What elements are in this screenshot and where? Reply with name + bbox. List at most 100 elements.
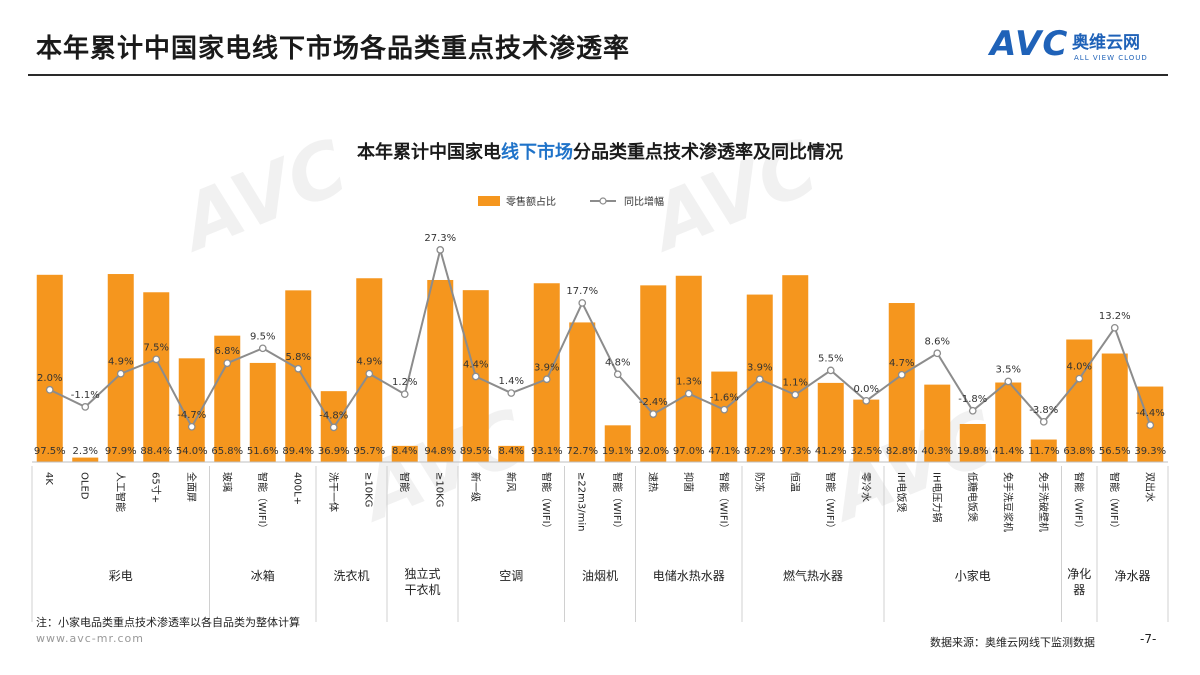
category-label: 洗干一体 [327, 472, 339, 512]
line-point [578, 299, 587, 307]
legend-marker-line [599, 197, 607, 205]
bar-value-label: 89.5% [460, 446, 492, 457]
group-label: 油烟机 [582, 569, 618, 583]
chart-title: 本年累计中国家电线下市场分品类重点技术渗透率及同比情况 [0, 138, 1200, 164]
line-point [791, 390, 800, 399]
line-point [1075, 374, 1084, 383]
line-point [897, 370, 906, 379]
category-label: 零冷水 [859, 472, 872, 502]
bar-value-label: 97.0% [673, 446, 705, 457]
bar-value-label: 19.8% [957, 446, 989, 457]
group-label: 空调 [499, 569, 523, 583]
category-label: 新一级 [469, 472, 482, 502]
bar-value-label: 95.7% [353, 446, 385, 457]
line-point [365, 369, 374, 378]
category-label: 智能（WIFI） [1072, 472, 1085, 534]
line-value-label: -1.1% [71, 390, 100, 401]
group-label: 器 [1073, 583, 1085, 597]
line-value-label: 3.9% [747, 362, 772, 373]
chart-title-highlight: 线下市场 [501, 142, 573, 163]
line-value-label: 5.8% [286, 352, 311, 363]
line-value-label: -4.8% [319, 410, 348, 421]
group-label: 独立式 [404, 566, 440, 581]
category-label: 智能（WIFI） [256, 472, 269, 534]
line-value-label: 9.5% [250, 331, 275, 342]
line-point [223, 359, 232, 368]
line-point [933, 349, 942, 358]
bar [427, 279, 454, 462]
bar-value-label: 36.9% [318, 446, 350, 457]
line-value-label: 6.8% [215, 346, 240, 357]
bar [924, 384, 951, 462]
bar-value-label: 19.1% [602, 446, 634, 457]
category-label: 低糖电饭煲 [966, 472, 979, 522]
bar [285, 290, 312, 462]
legend-swatch-bar [478, 196, 500, 206]
category-label: 智能（WIFI） [717, 472, 730, 534]
bar [214, 335, 241, 462]
line-value-label: -2.4% [639, 397, 668, 408]
line-value-label: 1.3% [676, 377, 701, 388]
line-value-label: -3.8% [1029, 405, 1058, 416]
category-label: 智能（WIFI） [824, 472, 837, 534]
category-label: 玻璃 [220, 472, 233, 492]
line-point [471, 372, 480, 381]
line-point [1146, 421, 1155, 430]
line-value-label: 27.3% [424, 233, 456, 244]
line-point [542, 375, 551, 384]
line-point [258, 344, 267, 353]
line-point [968, 406, 977, 415]
line-point [116, 369, 125, 378]
line-value-label: 2.0% [37, 373, 62, 384]
bar [817, 382, 844, 462]
line-value-label: -4.7% [177, 410, 206, 421]
category-label: 双出水 [1143, 472, 1156, 502]
bar-value-label: 39.3% [1134, 446, 1166, 457]
line-value-label: 1.4% [499, 376, 524, 387]
chart-title-part-1: 本年累计中国家电 [357, 142, 501, 163]
bar-value-label: 89.4% [282, 446, 314, 457]
line-value-label: -4.4% [1136, 408, 1165, 419]
bar-value-label: 47.1% [708, 446, 740, 457]
bar [675, 275, 702, 462]
line-point [649, 410, 658, 418]
bar-value-label: 56.5% [1099, 446, 1131, 457]
line-value-label: -1.8% [958, 394, 987, 405]
bar [533, 283, 560, 462]
bar [782, 275, 809, 462]
line-point [81, 403, 90, 411]
bar-value-label: 65.8% [211, 446, 243, 457]
line-value-label: 4.0% [1067, 362, 1092, 373]
category-label: 免手洗豆浆机 [1001, 472, 1014, 532]
bar [853, 399, 880, 462]
line-value-label: 3.9% [534, 362, 559, 373]
line-point [187, 422, 196, 431]
line-value-label: 17.7% [566, 286, 598, 297]
bar-value-label: 2.3% [73, 446, 98, 457]
chart-title-part-3: 分品类重点技术渗透率及同比情况 [573, 142, 843, 163]
line-point [1004, 377, 1013, 386]
footnote: 注：小家电品类重点技术渗透率以各自品类为整体计算 [36, 616, 300, 629]
brand-logo: AVC 奥维云网 ALL VIEW CLOUD [990, 24, 1170, 68]
group-label: 冰箱 [251, 568, 275, 583]
category-label: 恒温 [788, 472, 801, 492]
group-label: 燃气热水器 [783, 568, 843, 583]
group-label: 洗衣机 [333, 568, 369, 583]
group-label: 净水器 [1114, 569, 1150, 583]
bar-value-label: 97.5% [34, 446, 66, 457]
category-label: 400L+ [291, 472, 302, 505]
bar [888, 303, 915, 462]
bar-value-label: 63.8% [1063, 446, 1095, 457]
line-value-label: 4.7% [889, 358, 914, 369]
category-label: OLED [78, 472, 89, 500]
bar-value-label: 94.8% [424, 446, 456, 457]
line-point [1110, 323, 1119, 332]
category-label: 智能（WIFI） [540, 472, 553, 534]
line-value-label: 4.8% [605, 357, 630, 368]
group-label: 净化 [1067, 567, 1091, 581]
line-value-label: 3.5% [996, 364, 1021, 375]
bar [498, 445, 525, 462]
bar [711, 371, 738, 462]
bar-value-label: 92.0% [637, 446, 669, 457]
bar [604, 425, 631, 462]
